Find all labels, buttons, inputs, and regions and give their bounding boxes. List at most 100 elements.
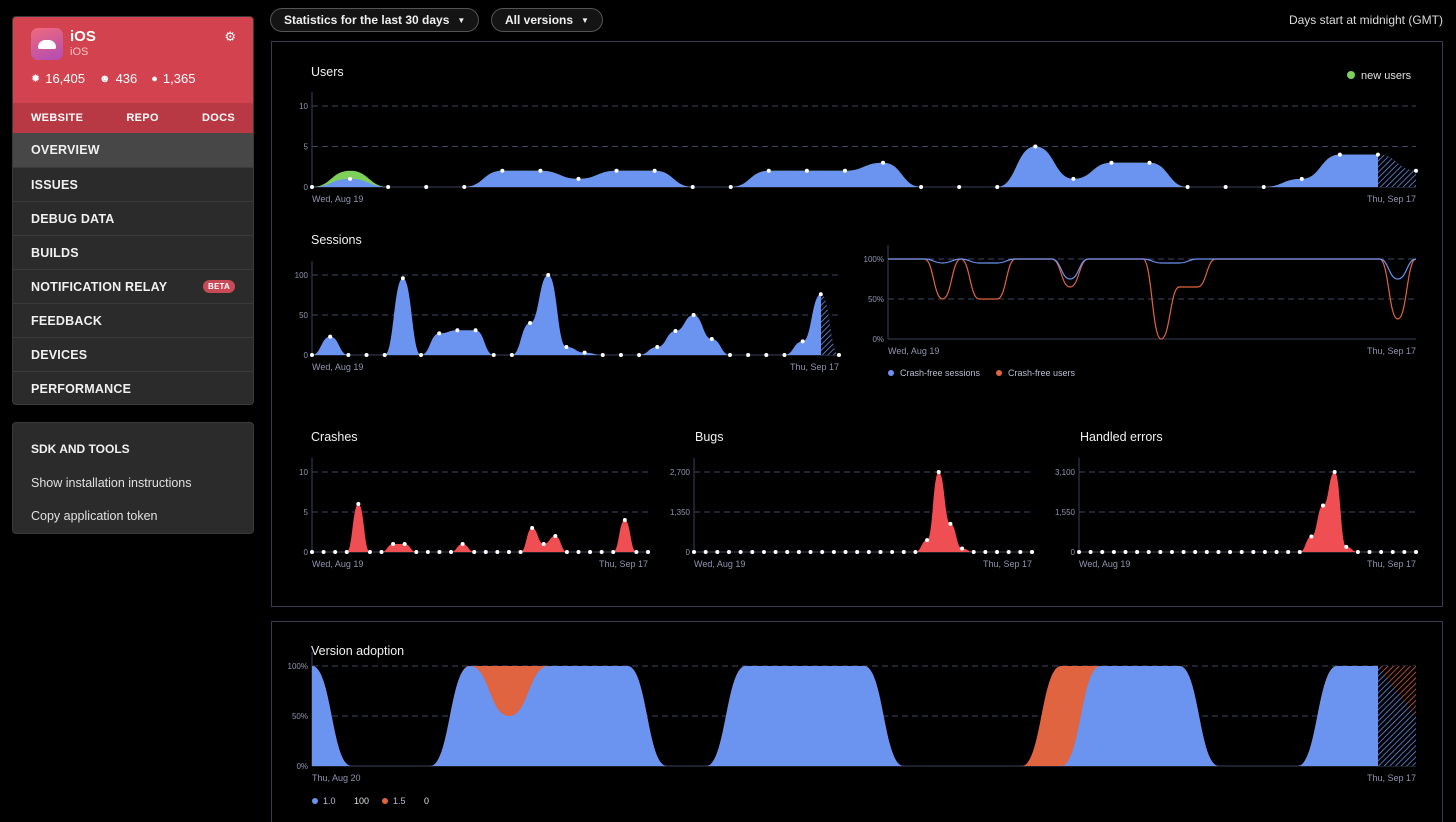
data-point bbox=[673, 329, 678, 333]
y-tick-label: 3,100 bbox=[1055, 468, 1076, 477]
data-point bbox=[356, 502, 361, 506]
legend-label: 1.0 bbox=[323, 796, 336, 806]
period-select[interactable]: Statistics for the last 30 days ▼ bbox=[270, 8, 480, 32]
data-point bbox=[530, 526, 535, 530]
data-point bbox=[449, 550, 454, 554]
y-tick-label: 1,350 bbox=[670, 508, 691, 517]
version-adoption-title: Version adoption bbox=[311, 644, 404, 658]
data-point bbox=[919, 185, 924, 189]
sidebar-item-devices[interactable]: DEVICES bbox=[13, 337, 253, 371]
data-point bbox=[766, 168, 771, 173]
data-point bbox=[913, 550, 918, 554]
data-point bbox=[1309, 534, 1314, 539]
series-area-0 bbox=[312, 275, 839, 355]
versions-select[interactable]: All versions ▼ bbox=[491, 8, 603, 32]
data-point bbox=[518, 550, 523, 554]
app-platform: iOS bbox=[70, 46, 89, 58]
data-point bbox=[761, 550, 766, 554]
sidebar-item-issues[interactable]: ISSUES bbox=[13, 167, 253, 201]
data-point bbox=[1262, 550, 1267, 554]
data-point bbox=[414, 550, 419, 554]
data-point bbox=[541, 542, 546, 546]
copy-token-link[interactable]: Copy application token bbox=[31, 509, 158, 523]
data-point bbox=[1375, 152, 1380, 157]
sidebar-item-debug-data[interactable]: DEBUG DATA bbox=[13, 201, 253, 235]
data-point bbox=[1204, 550, 1209, 554]
sidebar-item-label: NOTIFICATION RELAY bbox=[31, 279, 168, 294]
legend-label: Crash-free users bbox=[1008, 368, 1076, 378]
data-point bbox=[1147, 160, 1152, 165]
user-count[interactable]: ☻ 436 bbox=[99, 71, 137, 86]
data-point bbox=[692, 550, 696, 554]
y-tick-label: 0 bbox=[304, 548, 309, 557]
data-point bbox=[843, 550, 848, 554]
data-point bbox=[1297, 550, 1302, 554]
data-point bbox=[1344, 544, 1349, 549]
partial-period-hatch-orange bbox=[1378, 666, 1416, 716]
sidebar-item-performance[interactable]: PERFORMANCE bbox=[13, 371, 253, 404]
data-point bbox=[818, 292, 823, 297]
data-point bbox=[1402, 550, 1407, 554]
y-tick-label: 50 bbox=[299, 311, 308, 320]
data-point bbox=[878, 550, 883, 554]
sidebar-item-builds[interactable]: BUILDS bbox=[13, 235, 253, 269]
y-tick-label: 2,700 bbox=[670, 468, 691, 477]
website-link[interactable]: WEBSITE bbox=[31, 112, 84, 124]
y-tick-label: 100% bbox=[288, 662, 308, 671]
data-point bbox=[715, 550, 720, 554]
app-icon bbox=[31, 28, 63, 60]
bug-count[interactable]: ✹ 16,405 bbox=[31, 71, 85, 86]
data-point bbox=[936, 470, 941, 474]
legend-value: 0 bbox=[424, 796, 429, 806]
sidebar-item-feedback[interactable]: FEEDBACK bbox=[13, 303, 253, 337]
y-tick-label: 50% bbox=[868, 295, 884, 304]
data-point bbox=[344, 550, 349, 554]
alert-count[interactable]: ● 1,365 bbox=[151, 71, 195, 86]
data-point bbox=[1135, 550, 1140, 554]
y-tick-label: 0 bbox=[304, 183, 309, 192]
user-icon: ☻ bbox=[98, 72, 111, 85]
sidebar-item-overview[interactable]: OVERVIEW bbox=[13, 133, 253, 167]
y-tick-label: 0% bbox=[296, 762, 308, 771]
x-tick-label: Thu, Sep 17 bbox=[790, 362, 839, 372]
y-tick-label: 5 bbox=[304, 143, 309, 152]
y-tick-label: 0 bbox=[686, 548, 691, 557]
gear-icon[interactable]: ⚙ bbox=[224, 29, 236, 44]
series-area-0 bbox=[312, 666, 1416, 766]
repo-link[interactable]: REPO bbox=[126, 112, 159, 124]
y-tick-label: 5 bbox=[304, 508, 309, 517]
data-point bbox=[728, 185, 733, 189]
data-point bbox=[1100, 550, 1105, 554]
data-point bbox=[773, 550, 778, 554]
data-point bbox=[800, 339, 805, 344]
show-installation-link[interactable]: Show installation instructions bbox=[31, 476, 192, 490]
x-tick-label: Wed, Aug 19 bbox=[312, 194, 363, 204]
data-point bbox=[890, 550, 895, 554]
data-point bbox=[553, 534, 558, 538]
data-point bbox=[957, 185, 962, 189]
data-point bbox=[576, 176, 581, 181]
app-links: WEBSITE REPO DOCS bbox=[13, 103, 253, 133]
x-tick-label: Thu, Sep 17 bbox=[599, 559, 648, 569]
stats-panel bbox=[271, 41, 1443, 607]
data-point bbox=[582, 350, 587, 355]
data-point bbox=[310, 185, 314, 189]
data-point bbox=[1251, 550, 1256, 554]
y-tick-label: 0 bbox=[1071, 548, 1076, 557]
series-line-1 bbox=[888, 258, 1417, 340]
data-point bbox=[1274, 550, 1279, 554]
data-point bbox=[500, 168, 505, 173]
data-point bbox=[983, 550, 988, 554]
sidebar-item-notification-relay[interactable]: NOTIFICATION RELAY BETA bbox=[13, 269, 253, 303]
data-point bbox=[764, 353, 769, 357]
app-card: iOS iOS ⚙ ✹ 16,405 ☻ 436 ● 1,365 WEBSITE RE… bbox=[12, 16, 254, 405]
users-title: Users bbox=[311, 65, 344, 79]
docs-link[interactable]: DOCS bbox=[202, 112, 235, 124]
data-point bbox=[491, 353, 496, 357]
data-point bbox=[506, 550, 511, 554]
data-point bbox=[1332, 470, 1337, 474]
legend-label: 1.5 bbox=[393, 796, 406, 806]
